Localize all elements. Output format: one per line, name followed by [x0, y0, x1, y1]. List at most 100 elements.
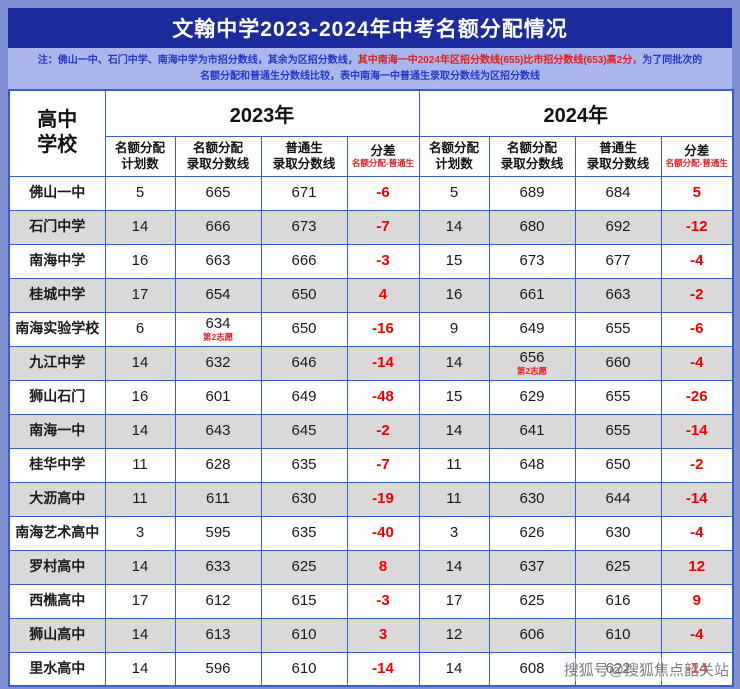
regular-line-2024-cell: 692 — [574, 209, 662, 245]
regular-line-2023-cell: 650 — [260, 311, 348, 347]
diff-2024-cell: -4 — [660, 345, 734, 381]
note-segment-red: 其中南海一中2024年区招分数线(655)比市招分数线(653)高2分， — [357, 55, 643, 66]
plan-2023-cell: 5 — [104, 175, 176, 211]
table-row: 九江中学 14 632 646 -14 14 656 第2志愿 660 -4 — [8, 345, 734, 381]
diff-2024-cell: -4 — [660, 515, 734, 551]
plan-2023-cell: 11 — [104, 447, 176, 483]
school-cell: 西樵高中 — [8, 583, 106, 619]
quota-line-2023-cell: 643 — [174, 413, 262, 449]
table-row: 南海中学 16 663 666 -3 15 673 677 -4 — [8, 243, 734, 279]
school-cell: 九江中学 — [8, 345, 106, 381]
diff-2023-cell: -3 — [346, 583, 420, 619]
school-cell: 佛山一中 — [8, 175, 106, 211]
regular-line-2024-cell: 684 — [574, 175, 662, 211]
quota-line-2024-cell: 689 — [488, 175, 576, 211]
regular-line-2023-cell: 635 — [260, 447, 348, 483]
diff-2024-cell: -12 — [660, 209, 734, 245]
school-cell: 南海中学 — [8, 243, 106, 279]
plan-2024-cell: 17 — [418, 583, 490, 619]
quota-line-2023-cell: 628 — [174, 447, 262, 483]
plan-2024-cell: 14 — [418, 549, 490, 585]
year-2024-header: 2024年 — [418, 89, 734, 137]
plan-2023-cell: 3 — [104, 515, 176, 551]
diff-2023-cell: -19 — [346, 481, 420, 517]
quota-line-2024-cell: 625 — [488, 583, 576, 619]
table-row: 狮山石门 16 601 649 -48 15 629 655 -26 — [8, 379, 734, 415]
second-choice-note: 第2志愿 — [202, 331, 234, 342]
plan-2023-cell: 14 — [104, 345, 176, 381]
quota-line-2024-cell: 649 — [488, 311, 576, 347]
plan-2024-cell: 12 — [418, 617, 490, 653]
page-title: 文翰中学2023-2024年中考名额分配情况 — [172, 18, 568, 41]
plan-2023-cell: 11 — [104, 481, 176, 517]
plan-2023-cell: 14 — [104, 209, 176, 245]
note-segment-blue: 注：佛山一中、石门中学、南海中学为市招分数线，其余为区招分数线， — [37, 55, 358, 66]
regular-line-2024-cell: 660 — [574, 345, 662, 381]
diff-2024-cell: -26 — [660, 379, 734, 415]
note-text: 注：佛山一中、石门中学、南海中学为市招分数线，其余为区招分数线，其中南海一中20… — [8, 48, 732, 89]
school-column-header-line2: 学校 — [37, 134, 78, 157]
diff-2024-cell: 5 — [660, 175, 734, 211]
table-row: 狮山高中 14 613 610 3 12 606 610 -4 — [8, 617, 734, 653]
regular-line-2024-cell: 644 — [574, 481, 662, 517]
quota-line-2024-cell: 673 — [488, 243, 576, 279]
quota-line-2023-cell: 634 第2志愿 — [174, 311, 262, 347]
regular-line-2023-cell: 646 — [260, 345, 348, 381]
regular-line-2024-cell: 663 — [574, 277, 662, 313]
regular-line-2024-cell: 655 — [574, 379, 662, 415]
plan-2024-cell: 16 — [418, 277, 490, 313]
school-cell: 狮山石门 — [8, 379, 106, 415]
school-column-header: 高中 学校 — [8, 89, 106, 177]
subheader-plan-2024: 名额分配 计划数 — [418, 135, 490, 177]
regular-line-2024-cell: 616 — [574, 583, 662, 619]
subheader-regular-line-2024: 普通生 录取分数线 — [574, 135, 662, 177]
diff-2023-cell: -6 — [346, 175, 420, 211]
quota-line-2024-cell: 648 — [488, 447, 576, 483]
table-row: 佛山一中 5 665 671 -6 5 689 684 5 — [8, 175, 734, 211]
diff-2024-cell: -14 — [660, 481, 734, 517]
quota-line-2023-cell: 613 — [174, 617, 262, 653]
diff-2023-cell: -7 — [346, 209, 420, 245]
subheader-regular-line-2023: 普通生 录取分数线 — [260, 135, 348, 177]
regular-line-2023-cell: 666 — [260, 243, 348, 279]
quota-line-2024-cell: 656 第2志愿 — [488, 345, 576, 381]
quota-line-2023-cell: 663 — [174, 243, 262, 279]
diff-2023-cell: 4 — [346, 277, 420, 313]
diff-2024-cell: -2 — [660, 447, 734, 483]
regular-line-2023-cell: 649 — [260, 379, 348, 415]
diff-2023-cell: -48 — [346, 379, 420, 415]
quota-line-2023-cell: 666 — [174, 209, 262, 245]
quota-line-2023-cell: 611 — [174, 481, 262, 517]
quota-line-2024-cell: 606 — [488, 617, 576, 653]
diff-2023-cell: -16 — [346, 311, 420, 347]
plan-2024-cell: 11 — [418, 481, 490, 517]
subheader-diff-2023: 分差 名额分配-普通生 — [346, 135, 420, 177]
plan-2023-cell: 17 — [104, 277, 176, 313]
regular-line-2024-cell: 625 — [574, 549, 662, 585]
quota-line-2023-cell: 665 — [174, 175, 262, 211]
school-cell: 狮山高中 — [8, 617, 106, 653]
plan-2023-cell: 17 — [104, 583, 176, 619]
school-column-header-line1: 高中 — [37, 109, 78, 132]
table-row: 南海实验学校 6 634 第2志愿 650 -16 9 649 655 -6 — [8, 311, 734, 347]
diff-2023-cell: -7 — [346, 447, 420, 483]
diff-2024-cell: -14 — [660, 413, 734, 449]
watermark: 搜狐号@搜狐焦点韶关站 — [560, 658, 732, 681]
quota-table-container: 高中 学校 2023年 2024年 名额分配 计划数 名额分配 录取分数线 普通… — [8, 89, 734, 687]
plan-2024-cell: 5 — [418, 175, 490, 211]
table-row: 南海艺术高中 3 595 635 -40 3 626 630 -4 — [8, 515, 734, 551]
regular-line-2023-cell: 673 — [260, 209, 348, 245]
plan-2023-cell: 14 — [104, 549, 176, 585]
diff-2024-cell: -4 — [660, 617, 734, 653]
table-row: 桂城中学 17 654 650 4 16 661 663 -2 — [8, 277, 734, 313]
school-cell: 大沥高中 — [8, 481, 106, 517]
diff-2024-cell: -4 — [660, 243, 734, 279]
school-cell: 石门中学 — [8, 209, 106, 245]
year-2023-header: 2023年 — [104, 89, 420, 137]
diff-2024-cell: 9 — [660, 583, 734, 619]
plan-2024-cell: 11 — [418, 447, 490, 483]
table-row: 大沥高中 11 611 630 -19 11 630 644 -14 — [8, 481, 734, 517]
quota-line-2023-cell: 633 — [174, 549, 262, 585]
quota-line-2024-cell: 637 — [488, 549, 576, 585]
school-cell: 南海一中 — [8, 413, 106, 449]
